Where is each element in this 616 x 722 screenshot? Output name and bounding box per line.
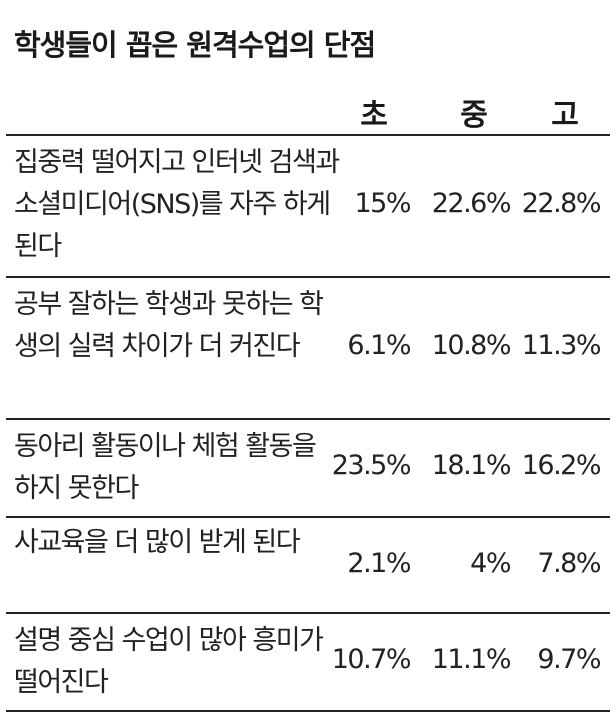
cell-value: 23.5% [331,450,412,481]
cell-value: 18.1% [431,450,512,481]
cell-value: 22.6% [431,188,512,219]
column-header-elementary: 초 [360,98,388,133]
cell-value: 11.3% [521,330,602,361]
divider [6,134,610,136]
cell-value: 9.7% [537,644,601,675]
row-label: 동아리 활동이나 체험 활동을 하지 못한다 [14,431,317,504]
divider [6,516,610,518]
row-label: 공부 잘하는 학생과 못하는 학생의 실력 차이가 더 커진다 [14,289,324,362]
divider [6,418,610,420]
row-label: 설명 중심 수업이 많아 흥미가 떨어진다 [14,625,324,698]
cell-value: 16.2% [521,450,602,481]
cell-value: 10.7% [331,644,412,675]
cell-value: 11.1% [431,644,512,675]
chart-title: 학생들이 꼽은 원격수업의 단점 [14,28,376,62]
cell-value: 4% [470,548,511,579]
row-label: 사교육을 더 많이 받게 된다 [14,527,301,558]
column-header-middle: 중 [460,98,488,133]
cell-value: 10.8% [431,330,512,361]
divider [6,612,610,614]
cell-value: 2.1% [347,548,411,579]
cell-value: 22.8% [521,188,602,219]
column-header-high: 고 [551,98,579,133]
cell-value: 6.1% [347,330,411,361]
divider [6,710,610,712]
cell-value: 15% [354,188,411,219]
cell-value: 7.8% [537,548,601,579]
row-label: 집중력 떨어지고 인터넷 검색과 소셜미디어(SNS)를 자주 하게 된다 [14,147,340,262]
divider [6,276,610,278]
